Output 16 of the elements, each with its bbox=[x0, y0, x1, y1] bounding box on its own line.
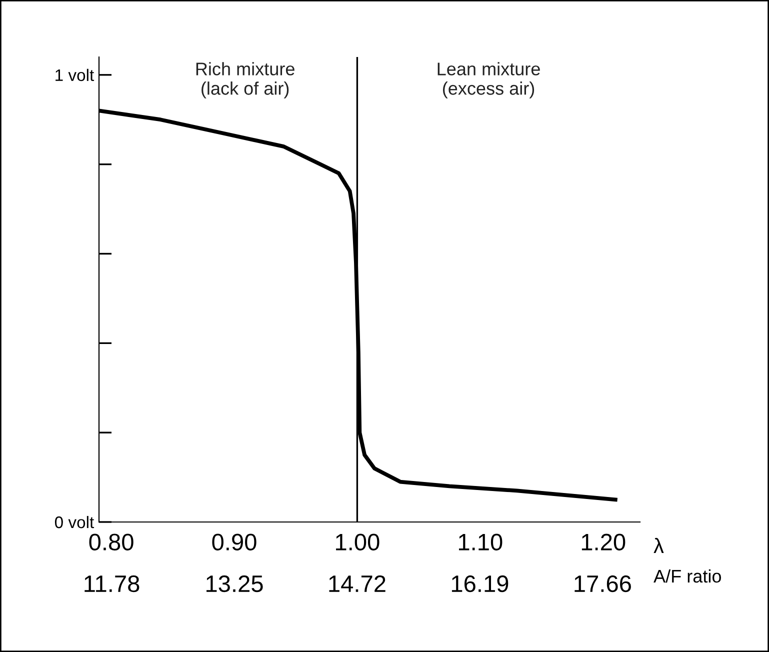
x2-axis-title: A/F ratio bbox=[654, 569, 721, 583]
x2-tick-label: 11.78 bbox=[84, 575, 140, 592]
x2-tick-label: 14.72 bbox=[329, 575, 386, 592]
y-tick-label: 1 volt bbox=[56, 68, 94, 82]
x-axis-title: λ bbox=[654, 538, 664, 553]
x-tick-label: 1.10 bbox=[458, 534, 502, 550]
x-tick-label: 1.20 bbox=[582, 534, 626, 550]
y-tick-label: 0 volt bbox=[54, 516, 94, 528]
annotation: Lean mixture (excess air) bbox=[438, 62, 540, 98]
annotation: Rich mixture (lack of air) bbox=[196, 62, 294, 98]
x-tick-label: 1.00 bbox=[336, 534, 380, 550]
x-tick-label: 0.80 bbox=[89, 534, 134, 550]
x2-tick-label: 17.66 bbox=[574, 575, 631, 592]
x2-tick-label: 16.19 bbox=[452, 575, 508, 592]
x2-tick-label: 13.25 bbox=[206, 575, 263, 592]
x-tick-label: 0.90 bbox=[212, 534, 256, 550]
